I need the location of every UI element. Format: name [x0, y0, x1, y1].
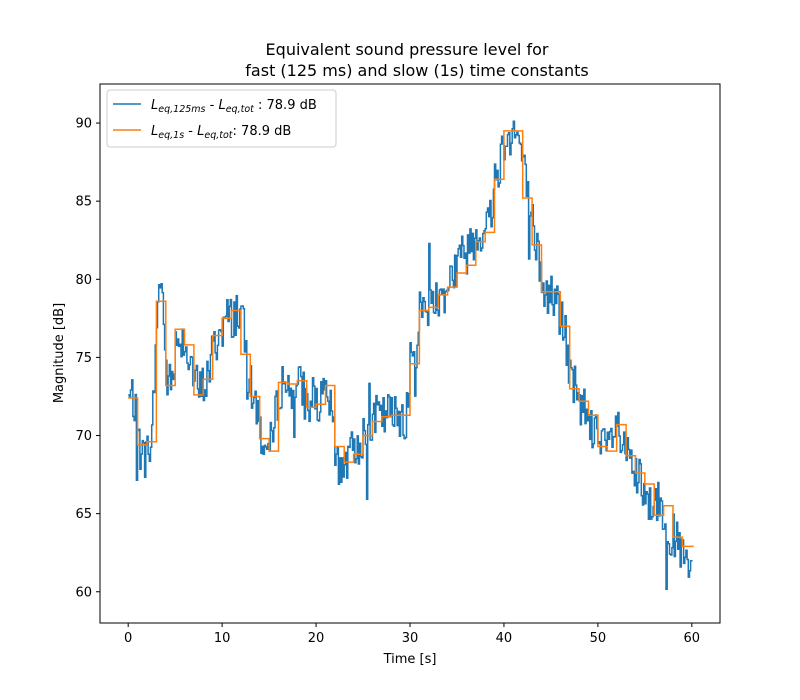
legend-text-part: L — [197, 124, 204, 139]
x-tick-label: 20 — [308, 631, 325, 646]
y-axis: 60 65 70 75 80 85 90 — [75, 117, 100, 600]
x-tick-label: 10 — [214, 631, 231, 646]
legend-box — [106, 89, 337, 148]
x-tick-label: 30 — [402, 631, 419, 646]
x-tick-label: 0 — [124, 631, 132, 646]
x-tick-label: 60 — [684, 631, 701, 646]
y-axis-label: Magnitude [dB] — [52, 303, 67, 403]
legend-text-part: eq,tot — [226, 104, 255, 115]
y-tick-label: 65 — [75, 507, 92, 522]
y-tick-label: 80 — [75, 273, 92, 288]
legend-text-part: L — [218, 98, 225, 113]
chart-title-line-1: Equivalent sound pressure level for — [266, 40, 549, 59]
y-tick-label: 70 — [75, 429, 92, 444]
legend-text-part: eq,tot — [204, 130, 233, 141]
legend-text-part: L — [151, 98, 158, 113]
legend-text-part: L — [151, 124, 158, 139]
legend-text-part: eq,1s — [158, 130, 184, 141]
legend-text-part: : 78.9 dB — [254, 98, 317, 113]
chart-title-line-2: fast (125 ms) and slow (1s) time constan… — [245, 61, 588, 80]
y-tick-label: 90 — [75, 117, 92, 132]
legend-text-part: - — [205, 98, 218, 113]
x-axis-label: Time [s] — [383, 652, 437, 667]
legend-entry: Leq,1s - Leq,tot: 78.9 dB — [151, 124, 291, 141]
x-tick-label: 50 — [590, 631, 607, 646]
y-tick-label: 60 — [75, 585, 92, 600]
series-slow-line — [128, 130, 694, 548]
legend-entry: Leq,125ms - Leq,tot : 78.9 dB — [151, 98, 317, 115]
x-tick-label: 40 — [496, 631, 513, 646]
y-tick-label: 75 — [75, 351, 92, 366]
y-tick-label: 85 — [75, 195, 92, 210]
plot-area — [128, 120, 694, 591]
legend-text-part: eq,125ms — [158, 104, 205, 115]
legend-text-part: : 78.9 dB — [233, 124, 292, 139]
legend-text-part: - — [184, 124, 197, 139]
x-axis: 0 10 20 30 40 50 60 — [124, 623, 700, 646]
